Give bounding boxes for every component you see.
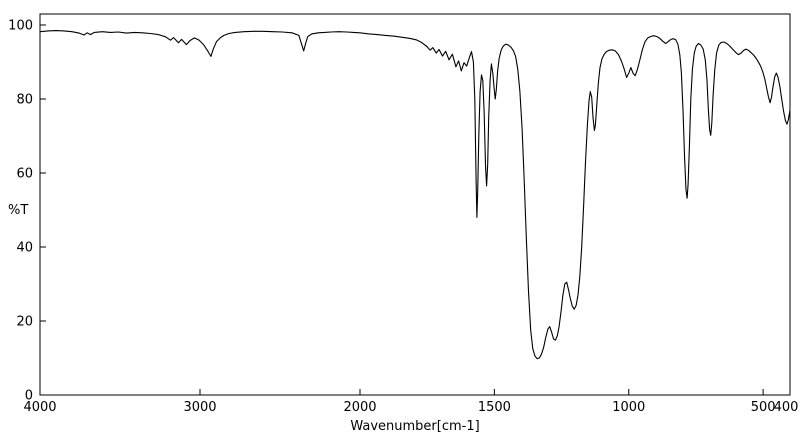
y-tick-label: 20	[16, 315, 33, 330]
x-tick-label: 500	[751, 400, 776, 415]
y-axis-label: %T	[8, 203, 28, 218]
axis-ticks	[39, 24, 791, 396]
spectrum-trace	[39, 30, 791, 360]
x-tick-label: 1500	[478, 400, 511, 415]
y-tick-label: 40	[16, 241, 33, 256]
y-tick-label: 100	[8, 19, 33, 34]
x-tick-label: 400	[774, 400, 799, 415]
x-tick-label: 4000	[23, 400, 56, 415]
x-axis-label: Wavenumber[cm-1]	[350, 419, 479, 434]
plot-frame	[39, 13, 791, 396]
x-tick-label: 2000	[343, 400, 376, 415]
y-tick-label: 0	[25, 389, 33, 404]
x-tick-label: 1000	[612, 400, 645, 415]
x-tick-label: 3000	[183, 400, 216, 415]
y-tick-label: 80	[16, 93, 33, 108]
y-tick-label: 60	[16, 167, 33, 182]
